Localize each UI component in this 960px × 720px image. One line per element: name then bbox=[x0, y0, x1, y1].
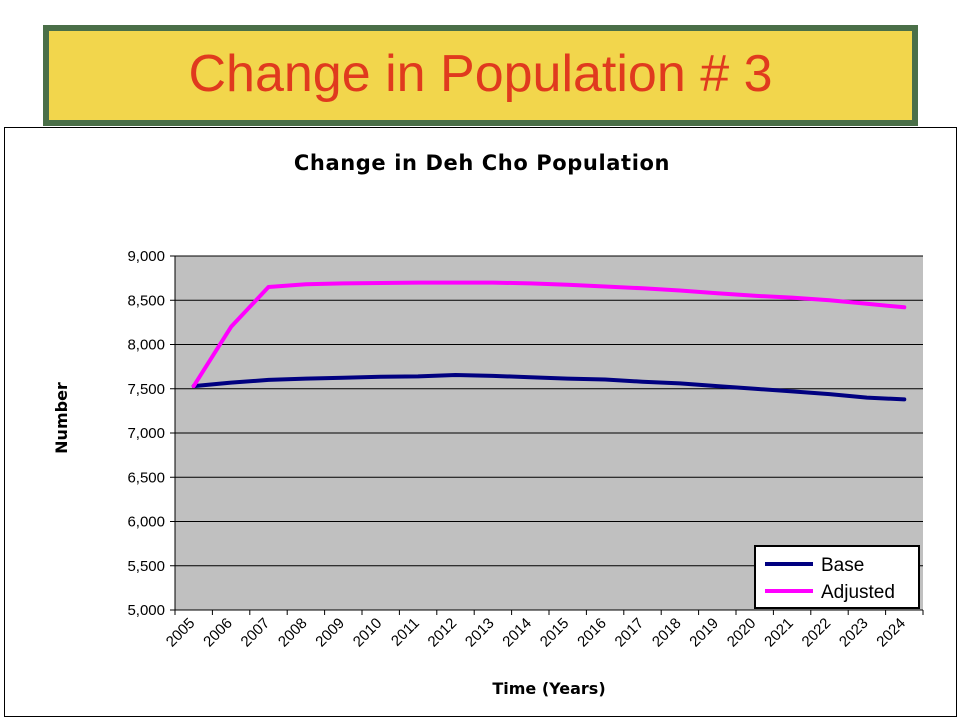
y-tick-label: 8,500 bbox=[127, 292, 165, 309]
x-tick-label: 2015 bbox=[537, 615, 573, 651]
x-tick-label: 2019 bbox=[686, 615, 722, 651]
y-tick-label: 6,500 bbox=[127, 469, 165, 486]
series-line-adjusted bbox=[191, 280, 907, 389]
x-tick-label: 2024 bbox=[873, 615, 909, 651]
population-line-chart: Change in Deh Cho Population 5,000 5,500 6… bbox=[52, 151, 924, 698]
y-tick-label: 6,000 bbox=[127, 514, 165, 531]
x-tick-label: 2023 bbox=[836, 615, 872, 651]
chart-title: Change in Deh Cho Population bbox=[294, 151, 670, 175]
x-tick-label: 2021 bbox=[761, 615, 797, 651]
y-tick-label: 7,500 bbox=[127, 381, 165, 398]
x-tick-label: 2010 bbox=[350, 615, 386, 651]
y-tick-label: 7,000 bbox=[127, 425, 165, 442]
x-tick-label: 2020 bbox=[724, 615, 760, 651]
x-tick-label: 2014 bbox=[499, 615, 535, 651]
series-line-base bbox=[191, 373, 907, 402]
legend-label-adjusted: Adjusted bbox=[821, 582, 895, 603]
x-tick-label: 2011 bbox=[388, 615, 423, 650]
x-tick-label: 2012 bbox=[425, 615, 461, 651]
y-tick-label: 5,000 bbox=[127, 602, 165, 619]
slide-title: Change in Population # 3 bbox=[188, 44, 773, 103]
y-axis-title: Number bbox=[52, 382, 71, 454]
legend bbox=[754, 545, 920, 609]
y-tick-label: 9,000 bbox=[127, 248, 165, 265]
x-axis-title: Time (Years) bbox=[492, 679, 605, 698]
chart-frame: Change in Deh Cho Population 5,000 5,500 6… bbox=[4, 127, 957, 717]
y-tick-label: 5,500 bbox=[127, 558, 165, 575]
x-tick-label: 2008 bbox=[275, 615, 311, 651]
x-tick-label: 2005 bbox=[163, 615, 199, 651]
x-tick-label: 2022 bbox=[799, 615, 835, 651]
x-tick-label: 2018 bbox=[649, 615, 685, 651]
x-tick-label: 2013 bbox=[462, 615, 498, 651]
x-tick-label: 2006 bbox=[200, 615, 236, 651]
y-tick-label: 8,000 bbox=[127, 337, 165, 354]
legend-label-base: Base bbox=[821, 555, 864, 576]
slide-title-banner: Change in Population # 3 bbox=[43, 25, 918, 126]
x-tick-label: 2016 bbox=[574, 615, 610, 651]
x-tick-label: 2007 bbox=[238, 615, 274, 651]
x-tick-label: 2017 bbox=[612, 615, 648, 651]
x-tick-label: 2009 bbox=[312, 615, 348, 651]
